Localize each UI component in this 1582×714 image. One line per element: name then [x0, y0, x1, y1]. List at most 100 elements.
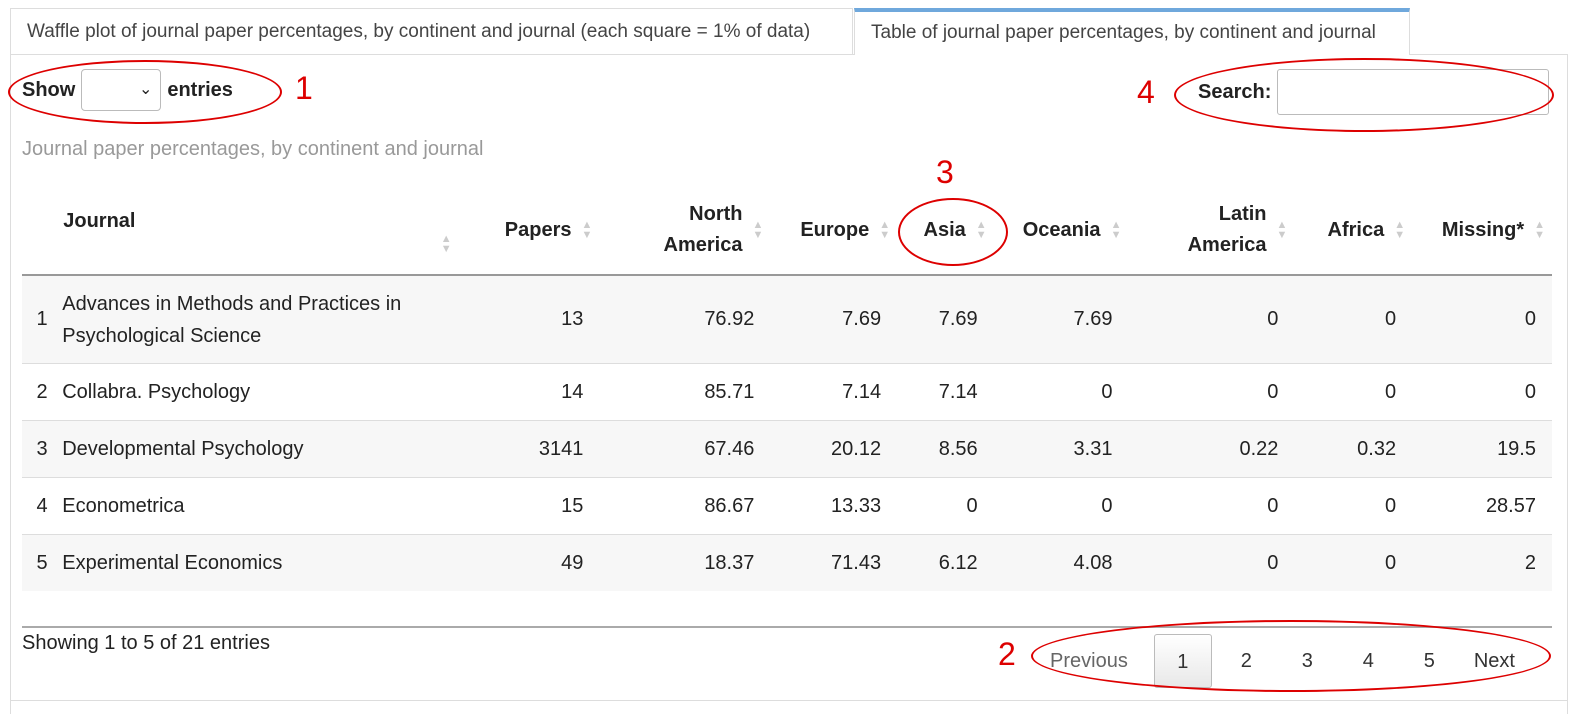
value-cell: 20.12 — [770, 420, 898, 478]
journal-cell: Experimental Economics — [62, 534, 469, 591]
value-cell: 0 — [1294, 477, 1413, 535]
journal-cell: Collabra. Psychology — [62, 363, 469, 421]
value-cell: 0 — [1294, 363, 1413, 421]
row-index-cell: 5 — [22, 534, 63, 591]
value-cell: 0 — [1128, 477, 1295, 535]
row-index-cell: 2 — [22, 363, 63, 421]
value-cell: 15 — [468, 477, 600, 535]
sort-icon: ▲ ▼ — [1276, 219, 1288, 241]
value-cell: 0 — [897, 477, 994, 535]
table-row[interactable]: 4 Econometrica 15 86.67 13.33 0 0 0 0 28.57 — [22, 477, 1552, 535]
sort-icon: ▲ ▼ — [752, 219, 764, 241]
header-row: Journal ▲ ▼ Papers ▲ ▼ North America ▲ ▼ Europe ▲ ▼… — [22, 186, 1552, 276]
value-cell: 19.5 — [1412, 420, 1552, 478]
value-cell: 18.37 — [599, 534, 771, 591]
sort-icon: ▲ ▼ — [1534, 219, 1545, 242]
tab-table[interactable]: Table of journal paper percentages, by c… — [854, 8, 1410, 55]
value-cell: 0.32 — [1294, 420, 1413, 478]
row-index-cell: 1 — [22, 275, 63, 364]
row-index-cell: 4 — [22, 477, 63, 535]
column-header-label: Papers — [504, 218, 572, 241]
column-header[interactable]: Africa ▲ ▼ — [1294, 186, 1413, 276]
value-cell: 0 — [1128, 534, 1295, 591]
value-cell: 7.69 — [770, 275, 898, 364]
value-cell: 7.14 — [770, 363, 898, 421]
table-body: 1 Advances in Methods and Practices in Ps… — [22, 275, 1552, 591]
annotation-label-4: 4 — [1137, 74, 1155, 110]
value-cell: 3.31 — [993, 420, 1129, 478]
value-cell: 67.46 — [599, 420, 771, 478]
sort-icon: ▲ ▼ — [581, 219, 593, 242]
value-cell: 14 — [468, 363, 600, 421]
sort-icon: ▲ ▼ — [879, 219, 891, 242]
annotation-ellipse-asia — [898, 198, 1008, 266]
column-header[interactable]: Papers ▲ ▼ — [468, 186, 600, 276]
value-cell: 28.57 — [1412, 477, 1552, 535]
column-header-label: Africa — [1327, 218, 1385, 241]
value-cell: 0 — [1412, 363, 1552, 421]
annotation-ellipse-length — [8, 60, 282, 124]
value-cell: 86.67 — [599, 477, 771, 535]
table-row[interactable]: 3 Developmental Psychology 3141 67.46 20.12 8… — [22, 420, 1552, 478]
value-cell: 8.56 — [897, 420, 994, 478]
tab-bar: Waffle plot of journal paper percentages… — [10, 8, 1568, 55]
journal-cell: Econometrica — [62, 477, 469, 535]
panel-border-bottom — [10, 700, 1568, 701]
panel-border-left — [10, 54, 11, 714]
column-header-label: Oceania — [1022, 218, 1101, 241]
column-header[interactable]: Journal ▲ ▼ — [62, 186, 469, 276]
value-cell: 0 — [993, 477, 1129, 535]
column-header-label: Missing* — [1441, 218, 1525, 241]
table-info: Showing 1 to 5 of 21 entries — [22, 632, 270, 654]
annotation-label-3: 3 — [936, 154, 954, 190]
data-table: Journal ▲ ▼ Papers ▲ ▼ North America ▲ ▼ Europe ▲ ▼… — [22, 186, 1552, 591]
journal-cell: Developmental Psychology — [62, 420, 469, 478]
value-cell: 0.22 — [1128, 420, 1295, 478]
value-cell: 4.08 — [993, 534, 1129, 591]
value-cell: 71.43 — [770, 534, 898, 591]
annotation-label-1: 1 — [295, 70, 313, 106]
column-header-label: North America — [663, 203, 743, 256]
tab-waffle-plot[interactable]: Waffle plot of journal paper percentages… — [10, 8, 853, 54]
annotation-ellipse-search — [1174, 58, 1554, 132]
value-cell: 13 — [468, 275, 600, 364]
value-cell: 7.69 — [993, 275, 1129, 364]
value-cell: 7.69 — [897, 275, 994, 364]
table-row[interactable]: 2 Collabra. Psychology 14 85.71 7.14 7.14 0 0 0 0 — [22, 363, 1552, 421]
column-header-label: Latin America — [1187, 203, 1267, 256]
value-cell: 0 — [1128, 275, 1295, 364]
value-cell: 0 — [1294, 534, 1413, 591]
value-cell: 0 — [1294, 275, 1413, 364]
column-header[interactable]: Latin America ▲ ▼ — [1128, 186, 1295, 276]
value-cell: 7.14 — [897, 363, 994, 421]
sort-icon: ▲ ▼ — [1394, 219, 1406, 242]
column-header — [22, 186, 63, 276]
table-footer-divider — [22, 626, 1552, 628]
annotation-ellipse-pagination — [1031, 620, 1551, 692]
column-header-label: Journal — [63, 210, 136, 233]
sort-icon: ▲ ▼ — [1110, 219, 1122, 242]
value-cell: 0 — [993, 363, 1129, 421]
value-cell: 13.33 — [770, 477, 898, 535]
annotation-label-2: 2 — [998, 636, 1016, 672]
journal-cell: Advances in Methods and Practices in Psy… — [62, 275, 469, 364]
column-header[interactable]: Missing* ▲ ▼ — [1412, 186, 1552, 276]
table-caption: Journal paper percentages, by continent … — [22, 138, 484, 160]
value-cell: 76.92 — [599, 275, 771, 364]
value-cell: 49 — [468, 534, 600, 591]
table-row[interactable]: 5 Experimental Economics 49 18.37 71.43 6.12 4… — [22, 534, 1552, 591]
table-row[interactable]: 1 Advances in Methods and Practices in Ps… — [22, 275, 1552, 364]
value-cell: 0 — [1412, 275, 1552, 364]
column-header-label: Europe — [800, 218, 870, 241]
value-cell: 3141 — [468, 420, 600, 478]
value-cell: 6.12 — [897, 534, 994, 591]
column-header[interactable]: Oceania ▲ ▼ — [993, 186, 1129, 276]
row-index-cell: 3 — [22, 420, 63, 478]
column-header[interactable]: Europe ▲ ▼ — [770, 186, 898, 276]
value-cell: 2 — [1412, 534, 1552, 591]
value-cell: 85.71 — [599, 363, 771, 421]
column-header[interactable]: North America ▲ ▼ — [599, 186, 771, 276]
panel-border-right — [1567, 54, 1568, 714]
value-cell: 0 — [1128, 363, 1295, 421]
sort-icon: ▲ ▼ — [440, 233, 452, 255]
